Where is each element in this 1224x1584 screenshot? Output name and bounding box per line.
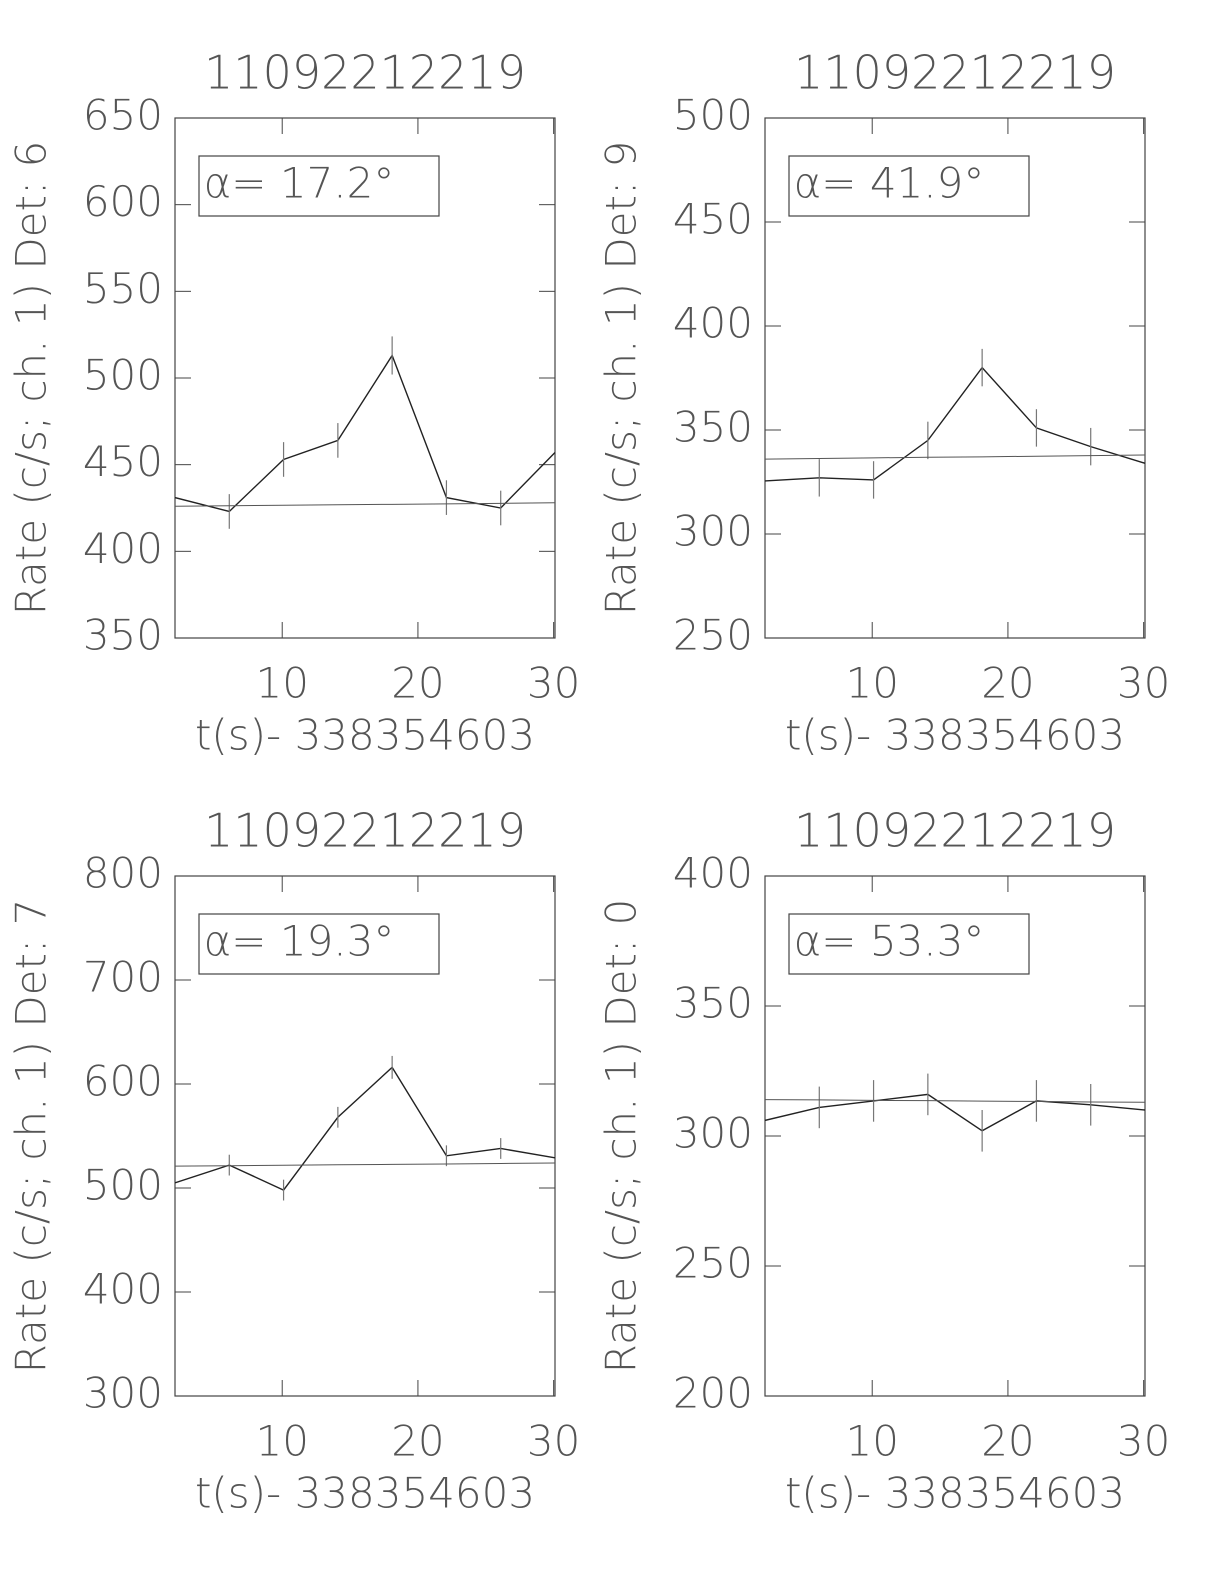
panel-title: 11092212219 [204,46,526,100]
x-axis-label: t(s)- 338354603 [785,1469,1125,1518]
y-tick-label: 400 [673,299,753,348]
panel-title: 11092212219 [794,46,1116,100]
x-tick-label: 20 [981,1417,1034,1466]
x-tick-label: 20 [391,659,444,708]
y-tick-label: 300 [83,1369,163,1418]
y-tick-label: 600 [83,1057,163,1106]
annotation-box [198,913,440,975]
y-tick-label: 200 [673,1369,753,1418]
y-tick-label: 700 [83,953,163,1002]
y-tick-label: 650 [83,91,163,140]
panel: 11092212219 t(s)- 338354603 Rate (c/s; ch.… [7,804,581,1518]
y-tick-label: 450 [83,437,163,486]
annotation-box [788,913,1030,975]
y-tick-label: 500 [673,91,753,140]
panel: 11092212219 t(s)- 338354603 Rate (c/s; ch.… [597,804,1171,1518]
panel: 11092212219 t(s)- 338354603 Rate (c/s; ch.… [7,46,581,760]
y-tick-label: 400 [673,849,753,898]
annotation-box [198,155,440,217]
y-tick-label: 500 [83,1161,163,1210]
x-tick-label: 20 [981,659,1034,708]
plot-frame [764,117,1146,639]
data-line [765,1093,1145,1132]
y-tick-label: 350 [83,611,163,660]
y-tick-label: 350 [673,979,753,1028]
x-tick-label: 30 [527,1417,580,1466]
y-tick-label: 500 [83,351,163,400]
y-tick-label: 300 [673,1109,753,1158]
y-tick-label: 300 [673,507,753,556]
plot-frame [174,117,556,639]
fit-line [175,502,555,507]
y-axis-label: Rate (c/s; ch. 1) Det: 7 [7,899,56,1373]
plot-area [175,1055,555,1201]
y-tick-label: 800 [83,849,163,898]
x-tick-label: 10 [845,659,898,708]
panel-title: 11092212219 [204,804,526,858]
y-tick-label: 350 [673,403,753,452]
y-tick-label: 250 [673,611,753,660]
panel: 11092212219 t(s)- 338354603 Rate (c/s; ch.… [597,46,1171,760]
panel-title: 11092212219 [794,804,1116,858]
x-tick-label: 10 [255,1417,308,1466]
annotation: α= 17.2° [204,159,395,208]
y-axis-label: Rate (c/s; ch. 1) Det: 0 [597,899,646,1373]
x-tick-label: 30 [527,659,580,708]
x-tick-label: 30 [1117,659,1170,708]
data-line [175,1066,555,1191]
x-axis-label: t(s)- 338354603 [785,711,1125,760]
x-tick-label: 30 [1117,1417,1170,1466]
annotation: α= 41.9° [794,159,985,208]
y-tick-label: 550 [83,264,163,313]
annotation: α= 53.3° [794,917,985,966]
annotation: α= 19.3° [204,917,395,966]
x-axis-label: t(s)- 338354603 [195,711,535,760]
y-tick-label: 400 [83,524,163,573]
y-tick-label: 600 [83,177,163,226]
x-tick-label: 10 [845,1417,898,1466]
y-axis-label: Rate (c/s; ch. 1) Det: 6 [7,141,56,615]
y-axis-label: Rate (c/s; ch. 1) Det: 9 [597,141,646,615]
fit-line [175,1162,555,1167]
plot-area [765,1073,1145,1152]
fit-line [765,454,1145,460]
x-tick-label: 20 [391,1417,444,1466]
y-tick-label: 400 [83,1265,163,1314]
x-axis-label: t(s)- 338354603 [195,1469,535,1518]
y-tick-label: 450 [673,195,753,244]
plot-area [175,336,555,529]
plot-frame [764,875,1146,1397]
data-line [765,366,1145,482]
plot-area [765,348,1145,499]
fit-line [765,1099,1145,1103]
x-tick-label: 10 [255,659,308,708]
annotation-box [788,155,1030,217]
y-tick-label: 250 [673,1239,753,1288]
data-line [175,353,555,513]
plot-frame [174,875,556,1397]
